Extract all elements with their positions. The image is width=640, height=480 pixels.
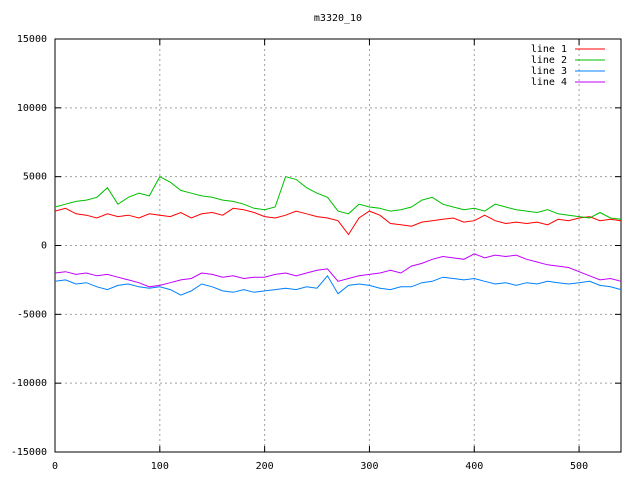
y-tick-label: 5000 xyxy=(23,172,47,183)
data-line xyxy=(54,253,622,288)
y-tick-label: -5000 xyxy=(17,309,47,320)
y-tick-label: -15000 xyxy=(11,447,47,458)
y-tick-label: -10000 xyxy=(11,378,47,389)
legend-label: line 2 xyxy=(531,55,567,66)
legend-label: line 1 xyxy=(531,44,567,55)
plot-border xyxy=(54,38,622,453)
data-line xyxy=(54,274,622,296)
legend-label: line 4 xyxy=(531,77,567,88)
x-tick-label: 100 xyxy=(151,461,169,472)
data-line xyxy=(54,176,622,220)
y-tick-label: 10000 xyxy=(17,103,47,114)
y-tick-label: 0 xyxy=(41,241,47,252)
y-tick-label: 15000 xyxy=(17,34,47,45)
x-tick-label: 500 xyxy=(570,461,588,472)
x-tick-label: 300 xyxy=(360,461,378,472)
chart-title: m3320_10 xyxy=(314,13,362,24)
x-tick-label: 200 xyxy=(256,461,274,472)
x-tick-label: 400 xyxy=(465,461,483,472)
x-tick-label: 0 xyxy=(52,461,58,472)
data-line xyxy=(54,207,622,236)
legend-label: line 3 xyxy=(531,66,567,77)
